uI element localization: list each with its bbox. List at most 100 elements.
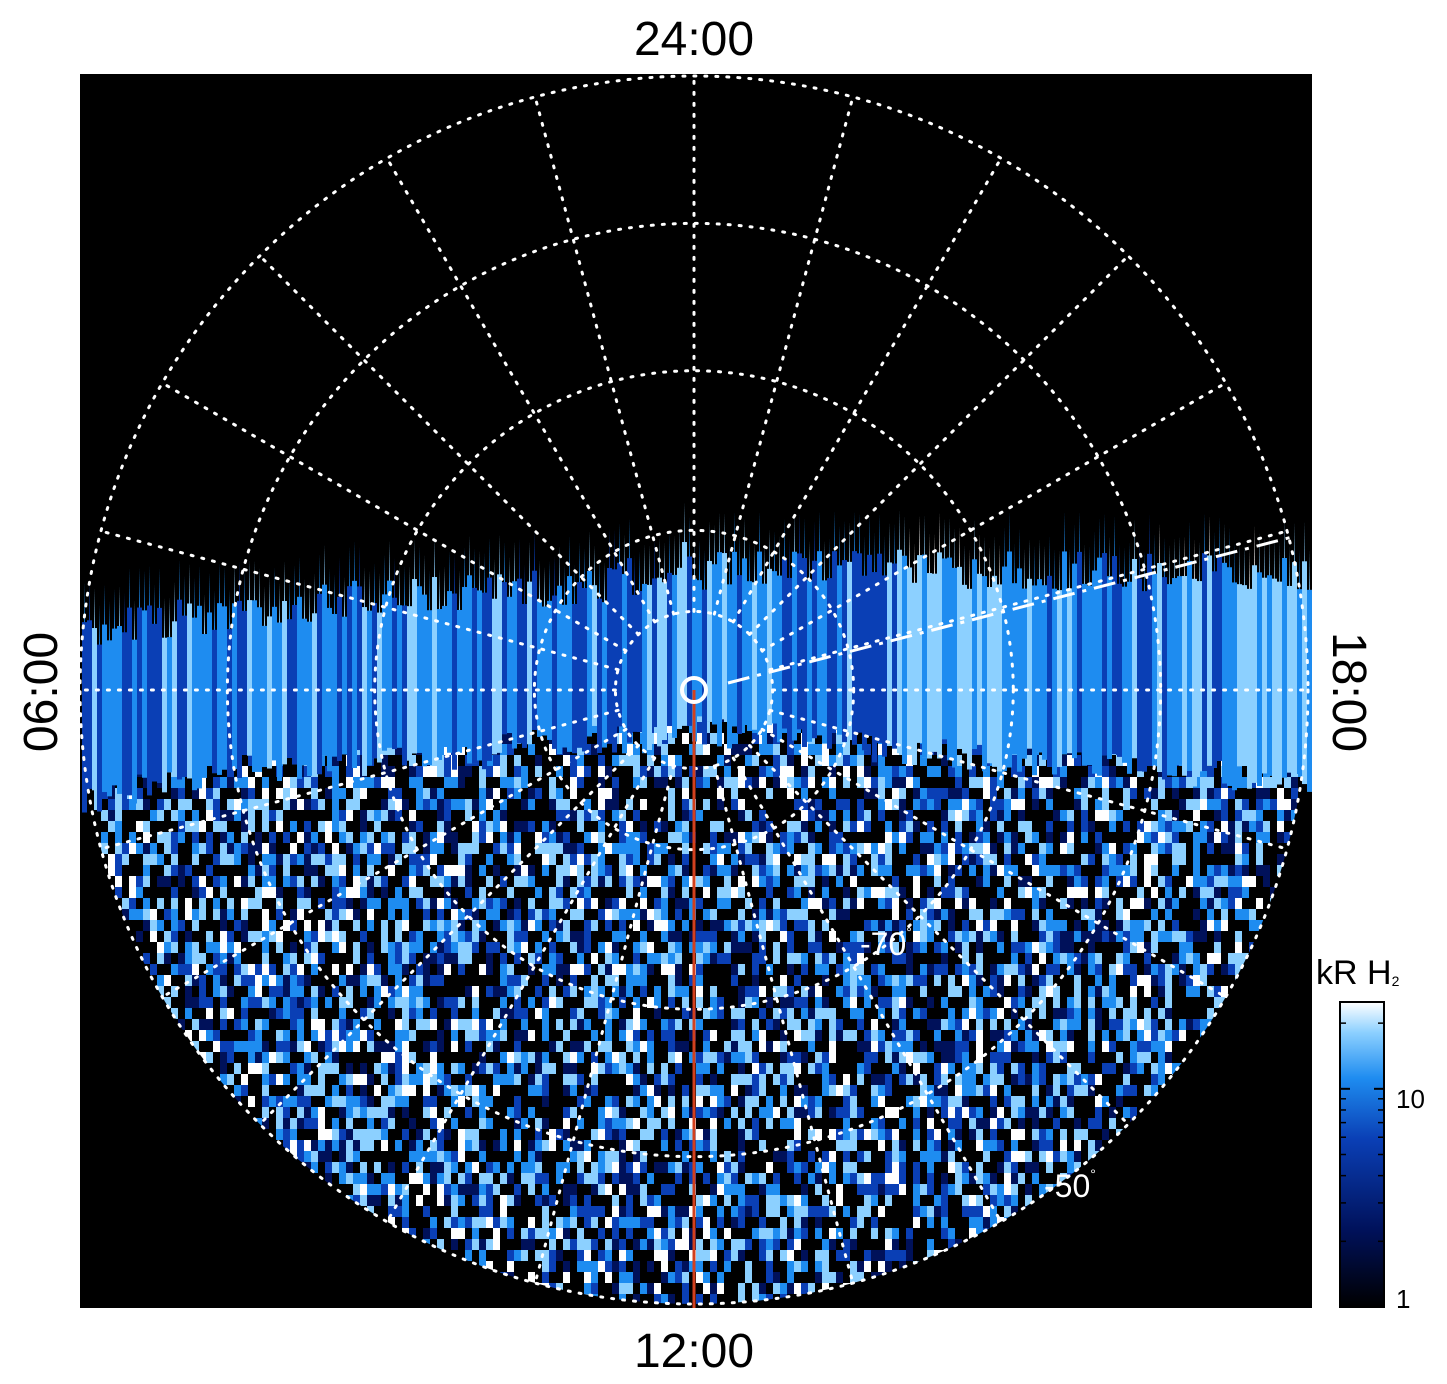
emission-cell (927, 821, 934, 832)
emission-cell (1095, 1107, 1102, 1118)
emission-cell (1025, 821, 1032, 832)
emission-cell (717, 1173, 724, 1184)
emission-cell (752, 865, 759, 876)
emission-cell (633, 1008, 640, 1019)
emission-cell (864, 1195, 871, 1206)
emission-cell (241, 898, 248, 909)
emission-cell (710, 1239, 717, 1250)
emission-cell (822, 744, 829, 755)
emission-cell (605, 1129, 612, 1140)
emission-cell (1053, 1096, 1060, 1107)
emission-cell (661, 1118, 668, 1129)
emission-cell (920, 997, 927, 1008)
emission-cell (1004, 865, 1011, 876)
emission-cell (1214, 931, 1221, 942)
emission-cell (1193, 821, 1200, 832)
emission-cell (808, 1008, 815, 1019)
emission-cell (605, 1217, 612, 1228)
emission-cell (836, 865, 843, 876)
emission-cell (1081, 876, 1088, 887)
emission-cell (437, 766, 444, 777)
emission-cell (1088, 1096, 1095, 1107)
emission-cell (808, 1129, 815, 1140)
emission-cell (507, 1228, 514, 1239)
emission-cell (640, 1195, 647, 1206)
emission-cell (290, 964, 297, 975)
emission-cell (640, 799, 647, 810)
emission-cell (717, 1162, 724, 1173)
emission-cell (1067, 832, 1074, 843)
emission-cell (367, 975, 374, 986)
emission-cell (1011, 1151, 1018, 1162)
emission-cell (549, 1261, 556, 1272)
emission-cell (850, 997, 857, 1008)
emission-cell (276, 909, 283, 920)
emission-cell (213, 909, 220, 920)
emission-cell (563, 876, 570, 887)
emission-cell (766, 854, 773, 865)
emission-cell (206, 1052, 213, 1063)
emission-cell (997, 1184, 1004, 1195)
emission-cell (1067, 1162, 1074, 1173)
emission-cell (878, 1118, 885, 1129)
emission-cell (710, 1272, 717, 1283)
emission-cell (871, 1140, 878, 1151)
emission-cell (962, 788, 969, 799)
emission-cell (1004, 854, 1011, 865)
emission-cell (661, 766, 668, 777)
emission-cell (724, 744, 731, 755)
emission-cell (1025, 777, 1032, 788)
emission-cell (1011, 920, 1018, 931)
emission-cell (612, 1074, 619, 1085)
emission-cell (724, 1261, 731, 1272)
emission-cell (1004, 909, 1011, 920)
emission-cell (710, 766, 717, 777)
emission-cell (1137, 898, 1144, 909)
emission-cell (1249, 920, 1256, 931)
emission-cell (1158, 964, 1165, 975)
emission-cell (283, 1041, 290, 1052)
emission-cell (1025, 832, 1032, 843)
emission-cell (801, 1052, 808, 1063)
emission-cell (710, 1140, 717, 1151)
emission-cell (1067, 909, 1074, 920)
emission-cell (465, 1217, 472, 1228)
emission-cell (430, 1074, 437, 1085)
emission-cell (591, 898, 598, 909)
emission-cell (1130, 1085, 1137, 1096)
emission-cell (1200, 788, 1207, 799)
emission-cell (640, 1019, 647, 1030)
emission-cell (892, 1151, 899, 1162)
emission-cell (507, 931, 514, 942)
emission-cell (941, 1129, 948, 1140)
emission-cell (1214, 997, 1221, 1008)
emission-cell (892, 1129, 899, 1140)
emission-cell (703, 1008, 710, 1019)
emission-cell (878, 865, 885, 876)
emission-cell (1221, 920, 1228, 931)
emission-cell (563, 1272, 570, 1283)
emission-cell (430, 1041, 437, 1052)
emission-cell (878, 1173, 885, 1184)
emission-cell (675, 744, 682, 755)
emission-cell (500, 1206, 507, 1217)
emission-cell (318, 953, 325, 964)
emission-cell (759, 1085, 766, 1096)
emission-cell (1095, 1085, 1102, 1096)
emission-cell (563, 755, 570, 766)
emission-cell (633, 876, 640, 887)
emission-cell (479, 1063, 486, 1074)
emission-cell (311, 1019, 318, 1030)
emission-cell (549, 953, 556, 964)
emission-cell (276, 931, 283, 942)
emission-cell (1039, 986, 1046, 997)
emission-cell (535, 920, 542, 931)
emission-cell (199, 887, 206, 898)
emission-cell (143, 832, 150, 843)
emission-cell (668, 986, 675, 997)
emission-cell (829, 777, 836, 788)
emission-cell (976, 942, 983, 953)
emission-cell (1074, 986, 1081, 997)
emission-cell (640, 1162, 647, 1173)
emission-cell (752, 876, 759, 887)
